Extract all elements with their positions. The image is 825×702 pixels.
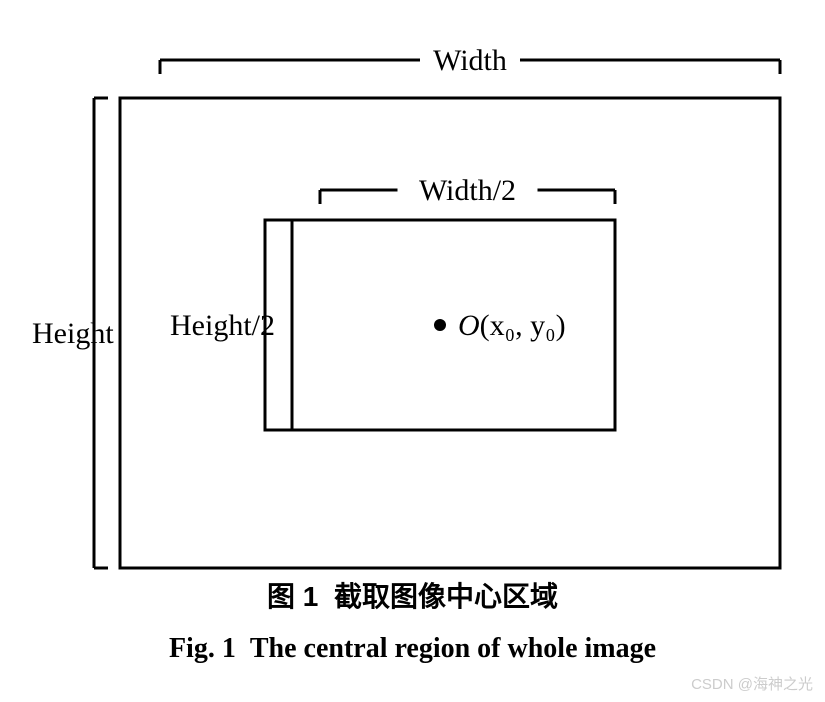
diagram-svg: Width Height Width/2 Height/2 O(x₀, y₀) — [30, 20, 790, 570]
caption-english: Fig. 1 The central region of whole image — [0, 633, 825, 665]
caption-area: 图 1 截取图像中心区域 Fig. 1 The central region o… — [0, 575, 825, 665]
caption-en-text: The central region of whole image — [250, 633, 656, 664]
height-label: Height — [32, 317, 114, 350]
caption-chinese: 图 1 截取图像中心区域 — [0, 575, 825, 615]
width-label: Width — [433, 44, 507, 77]
caption-cn-text: 截取图像中心区域 — [334, 581, 558, 612]
caption-en-prefix: Fig. 1 — [169, 633, 236, 664]
center-dot — [434, 319, 446, 331]
caption-cn-prefix: 图 1 — [267, 581, 318, 612]
diagram-container: Width Height Width/2 Height/2 O(x₀, y₀) — [30, 20, 790, 570]
center-label: O(x₀, y₀) — [458, 309, 566, 342]
watermark: CSDN @海神之光 — [691, 673, 813, 694]
width2-label: Width/2 — [419, 174, 516, 207]
height2-label: Height/2 — [170, 309, 275, 342]
